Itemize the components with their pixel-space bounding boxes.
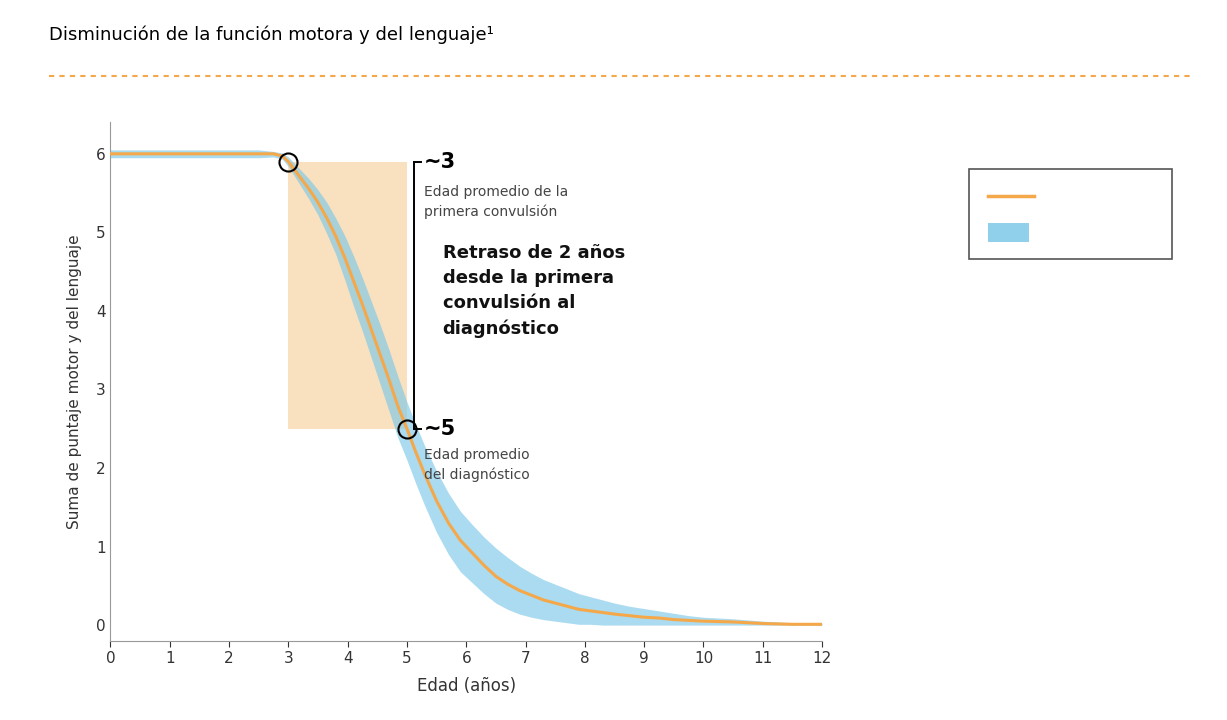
Text: ~3: ~3 <box>423 152 455 171</box>
Text: ~5: ~5 <box>423 419 455 438</box>
Text: Retraso de 2 años
desde la primera
convulsión al
diagnóstico: Retraso de 2 años desde la primera convu… <box>443 244 625 338</box>
Y-axis label: Suma de puntaje motor y del lenguaje: Suma de puntaje motor y del lenguaje <box>67 234 82 529</box>
Text: Disminución de la función motora y del lenguaje¹: Disminución de la función motora y del l… <box>49 25 494 44</box>
X-axis label: Edad (años): Edad (años) <box>417 678 515 696</box>
Text: Edad promedio
del diagnóstico: Edad promedio del diagnóstico <box>423 448 529 482</box>
Bar <box>288 162 407 428</box>
Text: Media: Media <box>1043 189 1087 204</box>
Text: IC del 95%: IC del 95% <box>1043 225 1121 240</box>
Text: Edad promedio de la
primera convulsión: Edad promedio de la primera convulsión <box>423 185 568 220</box>
